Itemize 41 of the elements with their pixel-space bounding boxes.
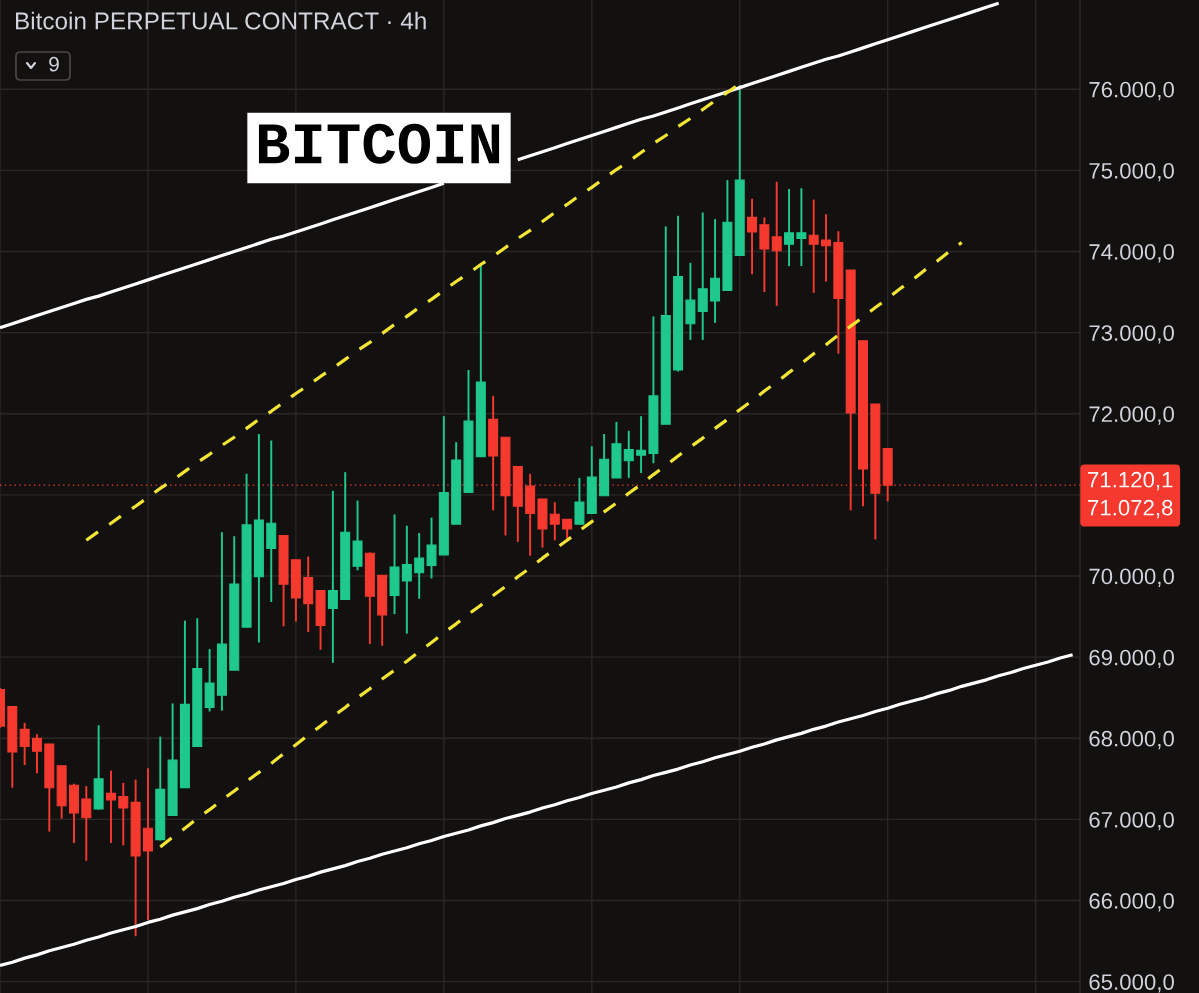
y-tick-label: 67.000,0 [1089,811,1174,831]
candlestick [747,197,758,276]
candlestick [81,785,92,862]
y-tick-label: 70.000,0 [1089,568,1174,587]
candlestick [574,476,585,526]
ref-line-label: 71.120,1 71.072,8 [1088,471,1173,519]
candlestick [414,532,425,600]
candlestick [710,218,721,324]
candlestick [105,769,116,844]
y-tick-label: 66.000,0 [1089,893,1174,912]
candlestick [327,489,338,664]
candlestick [31,733,42,775]
candlestick [426,516,437,580]
candlestick [697,211,708,341]
candlestick [685,261,696,341]
candlestick [401,524,412,635]
line-series [158,240,964,849]
y-tick-label: 74.000,0 [1089,244,1174,263]
annotation: BITCOIN [258,123,500,164]
candlestick [549,501,560,542]
y-tick-label: 72.000,0 [1089,406,1174,425]
candlestick [636,415,647,474]
candlestick [821,213,832,283]
chart-title: Bitcoin PERPETUAL CONTRACT · 4h [15,11,426,30]
candlestick [118,781,129,847]
candlestick [623,429,634,479]
annotation: 9 [49,56,59,72]
candlestick [142,767,153,921]
y-tick-label: 68.000,0 [1089,730,1174,750]
y-tick-label: 75.000,0 [1089,162,1174,182]
y-tick-label: 73.000,0 [1089,325,1174,344]
candlestick [771,180,782,307]
y-tick-label: 76.000,0 [1089,81,1174,101]
y-tick-label: 65.000,0 [1089,974,1174,993]
candlestick [796,187,807,268]
line-series [0,653,1075,968]
candlestick [784,188,795,268]
candlestick [808,198,819,294]
candlestick [562,518,573,541]
y-tick-label: 69.000,0 [1089,649,1174,669]
candlestick [19,721,30,766]
